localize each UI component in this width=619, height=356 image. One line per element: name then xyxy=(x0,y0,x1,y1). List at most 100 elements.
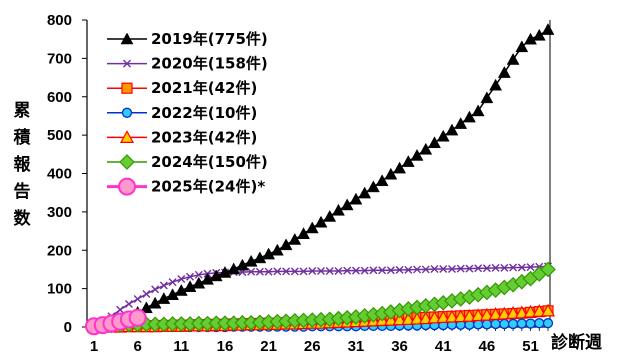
data-point xyxy=(401,312,416,325)
data-point xyxy=(325,266,334,275)
x-axis-title: 診断週 xyxy=(551,332,602,353)
data-point xyxy=(124,299,133,308)
legend: 2019年(775件) 2020年(158件) 2021年(42件) 2022年(10… xyxy=(103,25,289,213)
data-point xyxy=(542,318,554,329)
data-point xyxy=(454,117,468,129)
data-point xyxy=(247,267,256,276)
data-point xyxy=(480,91,494,104)
data-point xyxy=(142,290,151,298)
data-point xyxy=(509,263,518,272)
data-point xyxy=(404,265,413,274)
series-6 xyxy=(85,308,147,336)
data-point xyxy=(378,266,387,275)
data-point xyxy=(514,305,529,319)
x-tick-label: 21 xyxy=(260,338,277,355)
data-point xyxy=(506,53,520,65)
legend-swatch-marker xyxy=(123,59,131,68)
data-point xyxy=(369,266,378,275)
data-point xyxy=(534,318,545,329)
data-point xyxy=(491,263,500,272)
data-point xyxy=(386,266,395,275)
data-point xyxy=(453,309,468,323)
data-point xyxy=(159,281,168,290)
data-point xyxy=(515,40,529,53)
legend-entry: 2021年(42件) xyxy=(107,79,257,97)
legend-swatch-marker xyxy=(121,82,133,94)
data-point xyxy=(299,267,308,276)
data-point xyxy=(334,266,343,275)
data-point xyxy=(497,66,511,78)
data-point xyxy=(317,266,325,275)
data-point xyxy=(358,186,372,199)
data-point xyxy=(401,155,415,167)
legend-entry: 2025年(24件)* xyxy=(107,177,265,196)
data-point xyxy=(481,319,493,330)
data-point xyxy=(244,254,258,267)
y-tick-label: 700 xyxy=(47,50,72,67)
series-1 xyxy=(90,262,552,330)
legend-label: 2025年(24件)* xyxy=(151,178,265,196)
data-point xyxy=(418,311,433,325)
legend-entry: 2024年(150件) xyxy=(107,153,268,171)
data-point xyxy=(428,136,441,149)
data-point xyxy=(375,174,389,187)
y-tick-label: 600 xyxy=(47,89,72,106)
data-point xyxy=(532,28,546,41)
data-point xyxy=(413,265,422,274)
legend-label: 2020年(158件) xyxy=(151,55,268,73)
data-point xyxy=(262,247,276,260)
data-point xyxy=(349,192,363,205)
legend-label: 2019年(775件) xyxy=(151,30,268,48)
data-point xyxy=(474,264,483,273)
data-point xyxy=(194,270,203,279)
data-point xyxy=(218,265,232,278)
legend-swatch-marker xyxy=(121,107,133,118)
data-point xyxy=(445,123,459,136)
legend-swatch-marker xyxy=(119,130,135,143)
data-point xyxy=(264,267,273,276)
data-point xyxy=(340,198,354,211)
data-point xyxy=(439,265,448,274)
data-point xyxy=(489,78,503,91)
data-point xyxy=(288,232,302,245)
data-point xyxy=(490,318,501,330)
legend-label: 2023年(42件) xyxy=(151,128,257,146)
y-tick-label: 100 xyxy=(47,281,72,298)
data-point xyxy=(128,308,147,327)
data-point xyxy=(201,272,214,285)
data-point xyxy=(436,310,451,324)
data-point xyxy=(421,265,430,274)
data-point xyxy=(465,264,474,273)
data-point xyxy=(314,215,328,228)
data-point xyxy=(366,180,380,193)
data-point xyxy=(282,267,291,276)
legend-swatch-marker xyxy=(118,177,136,196)
data-point xyxy=(253,251,267,264)
legend-entry: 2020年(158件) xyxy=(107,55,268,73)
legend-label: 2021年(42件) xyxy=(151,79,257,97)
data-point xyxy=(507,318,519,330)
data-point xyxy=(430,265,439,274)
data-point xyxy=(209,269,223,282)
data-point xyxy=(427,310,442,324)
x-tick-label: 41 xyxy=(435,338,452,355)
x-tick-label: 16 xyxy=(217,338,234,355)
data-point xyxy=(410,311,425,325)
y-tick-label: 0 xyxy=(64,319,72,336)
data-point xyxy=(273,267,282,276)
data-point xyxy=(290,267,299,276)
data-point xyxy=(323,209,337,222)
x-tick-label: 51 xyxy=(522,338,539,355)
data-point xyxy=(526,263,535,272)
data-point xyxy=(343,266,352,275)
data-point xyxy=(419,142,433,155)
series-layer xyxy=(85,23,556,336)
data-point xyxy=(410,148,424,161)
x-tick-label: 36 xyxy=(391,338,408,355)
data-point xyxy=(227,262,241,275)
x-tick-label: 11 xyxy=(173,338,189,355)
data-point xyxy=(236,258,249,271)
data-point xyxy=(393,161,406,174)
data-point xyxy=(456,264,465,273)
